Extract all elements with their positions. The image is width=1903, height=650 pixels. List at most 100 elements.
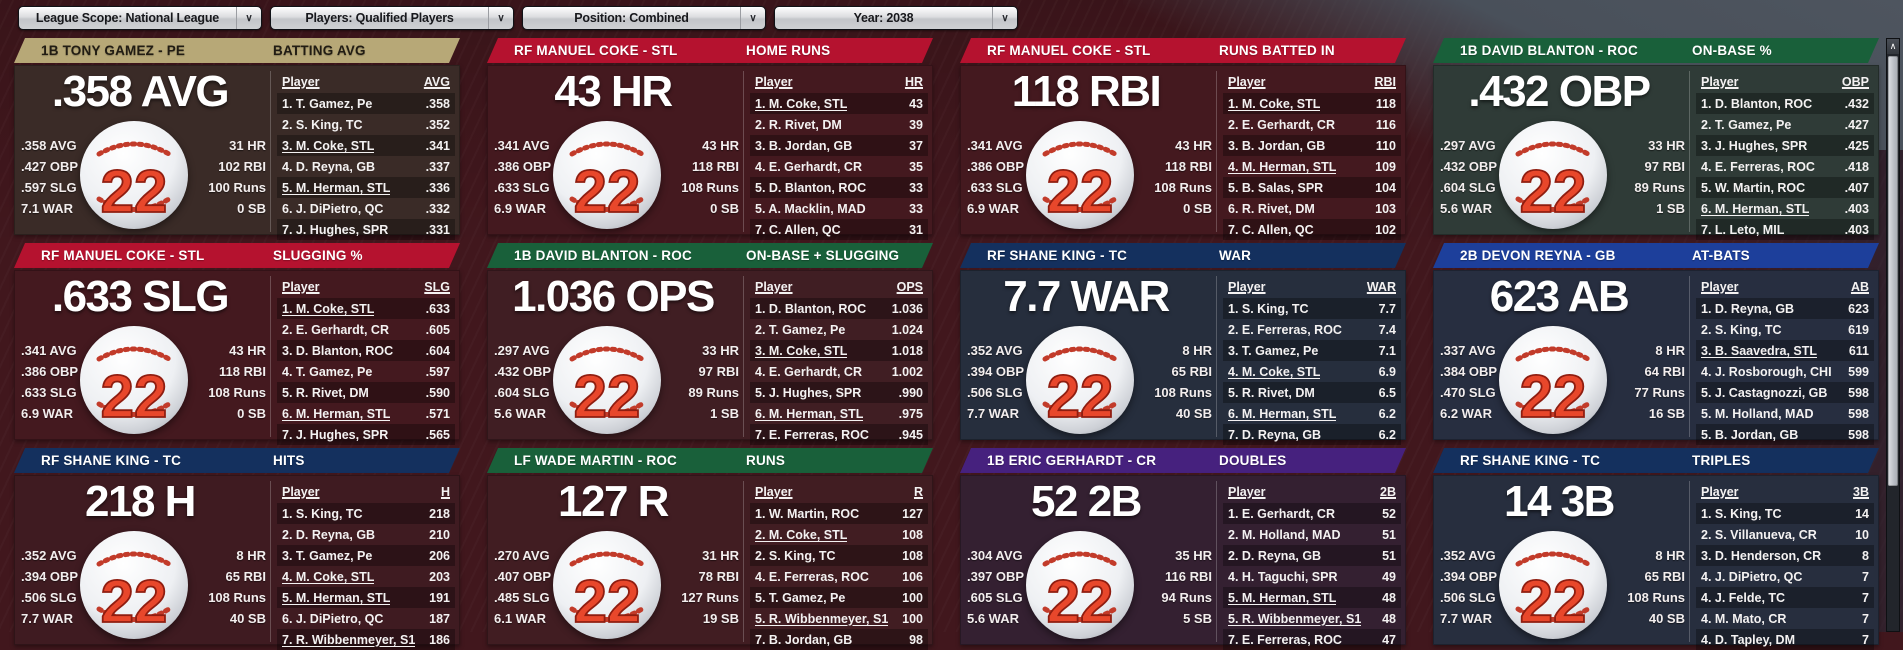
row-player-name[interactable]: 3. M. Coke, STL (282, 138, 375, 153)
leaderboard-row[interactable]: 4. E. Ferreras, ROC 106 (750, 566, 928, 587)
value-column-header[interactable]: RBI (1374, 75, 1396, 89)
players-filter-dropdown[interactable]: Players: Qualified Players ∨ (270, 6, 514, 30)
row-player-name[interactable]: 2. M. Holland, MAD (1228, 527, 1341, 542)
leaderboard-row[interactable]: 4. J. Felde, TC 7 (1696, 587, 1874, 608)
row-player-name[interactable]: 2. D. Reyna, GB (282, 527, 376, 542)
leaderboard-row[interactable]: 3. M. Coke, STL 1.018 (750, 340, 928, 361)
value-column-header[interactable]: R (913, 485, 923, 499)
row-player-name[interactable]: 1. D. Blanton, ROC (1701, 96, 1813, 111)
row-player-name[interactable]: 3. M. Coke, STL (755, 343, 848, 358)
row-player-name[interactable]: 2. R. Rivet, DM (755, 117, 842, 132)
leaderboard-row[interactable]: 5. M. Herman, STL 191 (277, 587, 455, 608)
leaderboard-row[interactable]: 3. T. Gamez, Pe 206 (277, 545, 455, 566)
row-player-name[interactable]: 4. M. Mato, CR (1701, 611, 1787, 626)
value-column-header[interactable]: 2B (1380, 485, 1396, 499)
row-player-name[interactable]: 4. H. Taguchi, SPR (1228, 569, 1338, 584)
row-player-name[interactable]: 6. J. DiPietro, QC (282, 201, 384, 216)
player-column-header[interactable]: Player (755, 75, 793, 89)
leader-player-name[interactable]: RF SHANE KING - TC (41, 453, 182, 468)
leaderboard-row[interactable]: 5. T. Gamez, Pe 100 (750, 587, 928, 608)
leaderboard-row[interactable]: 3. D. Blanton, ROC .604 (277, 340, 455, 361)
leaderboard-row[interactable]: 5. R. Rivet, DM .590 (277, 382, 455, 403)
value-column-header[interactable]: AB (1850, 280, 1869, 294)
row-player-name[interactable]: 5. R. Wibbenmeyer, S1 (1228, 611, 1362, 626)
leaderboard-row[interactable]: 7. E. Ferreras, ROC .945 (750, 424, 928, 445)
league-scope-dropdown[interactable]: League Scope: National League ∨ (18, 6, 262, 30)
leader-player-name[interactable]: LF WADE MARTIN - ROC (514, 453, 677, 468)
row-player-name[interactable]: 3. T. Gamez, Pe (1228, 343, 1319, 358)
leaderboard-row[interactable]: 1. T. Gamez, Pe .358 (277, 93, 455, 114)
row-player-name[interactable]: 1. M. Coke, STL (282, 301, 375, 316)
leaderboard-row[interactable]: 3. T. Gamez, Pe 7.1 (1223, 340, 1401, 361)
leaderboard-row[interactable]: 2. T. Gamez, Pe 1.024 (750, 319, 928, 340)
row-player-name[interactable]: 5. A. Macklin, MAD (755, 201, 866, 216)
row-player-name[interactable]: 1. S. King, TC (1228, 301, 1309, 316)
leader-player-name[interactable]: 1B DAVID BLANTON - ROC (514, 248, 692, 263)
leaderboard-row[interactable]: 1. S. King, TC 218 (277, 503, 455, 524)
player-column-header[interactable]: Player (755, 280, 793, 294)
row-player-name[interactable]: 2. E. Ferreras, ROC (1228, 322, 1342, 337)
player-column-header[interactable]: Player (1228, 485, 1266, 499)
row-player-name[interactable]: 4. J. DiPietro, QC (1701, 569, 1803, 584)
row-player-name[interactable]: 7. C. Allen, QC (755, 222, 841, 237)
row-player-name[interactable]: 6. M. Herman, STL (1701, 201, 1810, 216)
row-player-name[interactable]: 1. M. Coke, STL (1228, 96, 1321, 111)
row-player-name[interactable]: 4. T. Gamez, Pe (282, 364, 373, 379)
row-player-name[interactable]: 5. R. Wibbenmeyer, S1 (755, 611, 889, 626)
row-player-name[interactable]: 2. M. Coke, STL (755, 527, 848, 542)
leaderboard-row[interactable]: 3. B. Saavedra, STL 611 (1696, 340, 1874, 361)
row-player-name[interactable]: 2. S. King, TC (755, 548, 836, 563)
leaderboard-row[interactable]: 1. M. Coke, STL .633 (277, 298, 455, 319)
row-player-name[interactable]: 1. E. Gerhardt, CR (1228, 506, 1335, 521)
row-player-name[interactable]: 1. S. King, TC (282, 506, 363, 521)
row-player-name[interactable]: 7. E. Ferreras, ROC (1228, 632, 1342, 647)
row-player-name[interactable]: 1. M. Coke, STL (755, 96, 848, 111)
row-player-name[interactable]: 1. S. King, TC (1701, 506, 1782, 521)
row-player-name[interactable]: 4. E. Ferreras, ROC (755, 569, 869, 584)
leaderboard-row[interactable]: 7. J. Hughes, SPR .331 (277, 219, 455, 240)
leaderboard-row[interactable]: 6. M. Herman, STL .975 (750, 403, 928, 424)
player-column-header[interactable]: Player (1701, 485, 1739, 499)
leaderboard-row[interactable]: 7. E. Ferreras, ROC 47 (1223, 629, 1401, 650)
leaderboard-row[interactable]: 5. J. Hughes, SPR .990 (750, 382, 928, 403)
leaderboard-row[interactable]: 2. E. Ferreras, ROC 7.4 (1223, 319, 1401, 340)
row-player-name[interactable]: 3. J. Hughes, SPR (1701, 138, 1808, 153)
row-player-name[interactable]: 5. M. Herman, STL (1228, 590, 1337, 605)
leaderboard-row[interactable]: 5. R. Wibbenmeyer, S1 48 (1223, 608, 1401, 629)
row-player-name[interactable]: 2. T. Gamez, Pe (1701, 117, 1792, 132)
leaderboard-row[interactable]: 1. E. Gerhardt, CR 52 (1223, 503, 1401, 524)
player-column-header[interactable]: Player (282, 280, 320, 294)
value-column-header[interactable]: 3B (1853, 485, 1869, 499)
leaderboard-row[interactable]: 1. D. Reyna, GB 623 (1696, 298, 1874, 319)
value-column-header[interactable]: SLG (424, 280, 450, 294)
row-player-name[interactable]: 5. W. Martin, ROC (1701, 180, 1806, 195)
leaderboard-row[interactable]: 2. D. Reyna, GB 210 (277, 524, 455, 545)
leaderboard-row[interactable]: 4. M. Coke, STL 203 (277, 566, 455, 587)
leaderboard-row[interactable]: 3. B. Jordan, GB 37 (750, 135, 928, 156)
row-player-name[interactable]: 5. R. Rivet, DM (1228, 385, 1315, 400)
row-player-name[interactable]: 4. E. Ferreras, ROC (1701, 159, 1815, 174)
row-player-name[interactable]: 4. M. Coke, STL (282, 569, 375, 584)
row-player-name[interactable]: 2. D. Reyna, GB (1228, 548, 1322, 563)
leaderboard-row[interactable]: 7. C. Allen, QC 31 (750, 219, 928, 240)
row-player-name[interactable]: 3. B. Jordan, GB (1228, 138, 1326, 153)
row-player-name[interactable]: 1. D. Blanton, ROC (755, 301, 867, 316)
leaderboard-row[interactable]: 6. M. Herman, STL 6.2 (1223, 403, 1401, 424)
leaderboard-row[interactable]: 4. M. Coke, STL 6.9 (1223, 361, 1401, 382)
leader-player-name[interactable]: RF MANUEL COKE - STL (987, 43, 1151, 58)
player-column-header[interactable]: Player (282, 485, 320, 499)
leader-player-name[interactable]: 2B DEVON REYNA - GB (1460, 248, 1616, 263)
leaderboard-row[interactable]: 7. J. Hughes, SPR .565 (277, 424, 455, 445)
leaderboard-row[interactable]: 3. M. Coke, STL .341 (277, 135, 455, 156)
player-column-header[interactable]: Player (755, 485, 793, 499)
row-player-name[interactable]: 5. M. Herman, STL (282, 590, 391, 605)
leaderboard-row[interactable]: 4. E. Gerhardt, CR 1.002 (750, 361, 928, 382)
row-player-name[interactable]: 4. E. Gerhardt, CR (755, 159, 862, 174)
leaderboard-row[interactable]: 2. S. King, TC 108 (750, 545, 928, 566)
leaderboard-row[interactable]: 2. M. Coke, STL 108 (750, 524, 928, 545)
value-column-header[interactable]: HR (904, 75, 923, 89)
row-player-name[interactable]: 5. R. Rivet, DM (282, 385, 369, 400)
leaderboard-row[interactable]: 4. E. Ferreras, ROC .418 (1696, 156, 1874, 177)
row-player-name[interactable]: 4. J. Felde, TC (1701, 590, 1786, 605)
row-player-name[interactable]: 6. R. Rivet, DM (1228, 201, 1315, 216)
